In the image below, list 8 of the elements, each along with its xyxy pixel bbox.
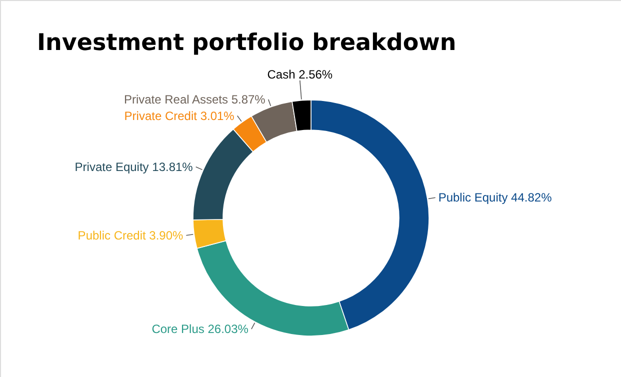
slice-label: Public Equity 44.82% (438, 190, 552, 205)
slice-label: Private Equity 13.81% (74, 160, 194, 174)
slice-label: Private Real Assets 5.87% (124, 92, 266, 106)
slice-label: Cash 2.56% (267, 67, 333, 82)
slice-label: Public Credit 3.90% (78, 228, 184, 242)
chart-title: Investment portfolio breakdown (37, 30, 456, 56)
slice-label: Private Credit 3.01% (124, 108, 235, 123)
slice-label: Core Plus 26.03% (152, 322, 249, 336)
